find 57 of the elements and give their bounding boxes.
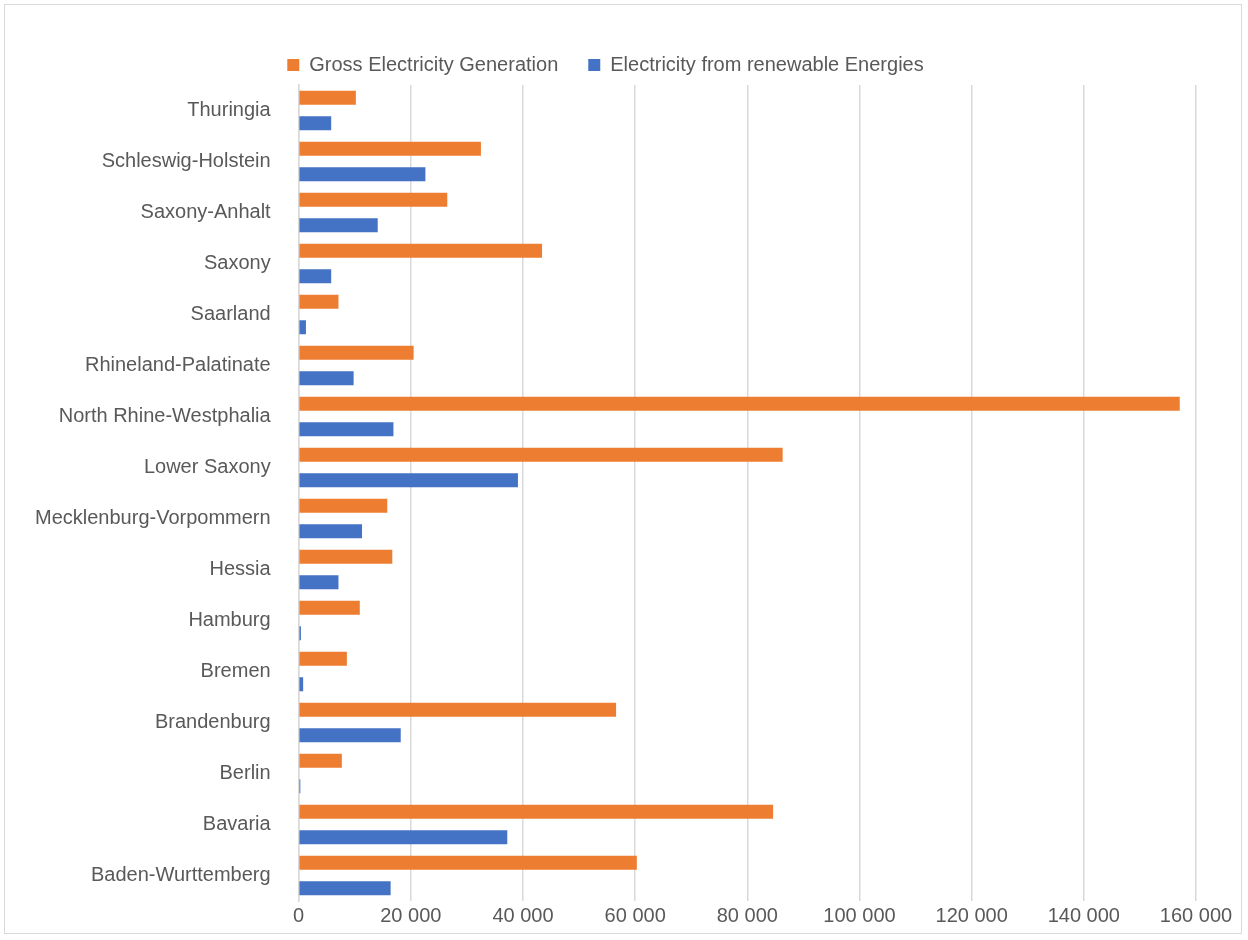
bar — [299, 422, 394, 437]
bar — [299, 90, 356, 105]
y-tick-label: Berlin — [219, 761, 271, 784]
x-tick-label: 120 000 — [935, 903, 1008, 926]
y-tick-label: Schleswig-Holstein — [101, 149, 271, 172]
x-tick-label: 40 000 — [492, 903, 554, 926]
bar — [299, 473, 518, 488]
y-tick-label: Hamburg — [188, 608, 271, 631]
x-tick-label: 140 000 — [1047, 903, 1120, 926]
bar — [299, 575, 339, 590]
x-tick-label: 80 000 — [716, 903, 778, 926]
bar — [299, 396, 1180, 411]
x-tick-label: 60 000 — [604, 903, 666, 926]
bar — [299, 728, 401, 743]
x-tick-label: 20 000 — [380, 903, 442, 926]
y-tick-label: Rhineland-Palatinate — [84, 353, 271, 376]
bar — [299, 447, 783, 462]
bar — [299, 371, 354, 386]
bar — [299, 294, 339, 309]
bar — [299, 881, 391, 896]
x-tick-label: 160 000 — [1159, 903, 1233, 926]
y-tick-label: North Rhine-Westphalia — [58, 404, 272, 427]
bar — [299, 804, 774, 819]
y-tick-label: Baden-Wurttemberg — [90, 863, 271, 886]
x-tick-label: 100 000 — [823, 903, 896, 926]
bar — [299, 702, 617, 717]
bar — [299, 753, 342, 768]
bar — [299, 192, 448, 207]
y-tick-label: Saxony-Anhalt — [140, 200, 272, 223]
bar — [299, 830, 508, 845]
bar — [299, 651, 347, 666]
bar — [299, 498, 388, 513]
y-tick-label: Thuringia — [187, 98, 272, 121]
bar — [299, 218, 378, 233]
y-tick-label: Hessia — [209, 557, 272, 580]
bar — [299, 677, 304, 692]
y-tick-label: Lower Saxony — [143, 455, 271, 478]
y-tick-label: Mecklenburg-Vorpommern — [35, 506, 271, 529]
y-tick-label: Bavaria — [202, 812, 272, 835]
y-tick-label: Brandenburg — [155, 710, 271, 733]
bar — [299, 855, 637, 870]
y-tick-label: Bremen — [200, 659, 271, 682]
y-tick-label: Saxony — [203, 251, 271, 274]
bar — [299, 167, 426, 182]
bar — [299, 524, 363, 539]
bar — [299, 549, 393, 564]
legend-label: Gross Electricity Generation — [309, 52, 559, 75]
bar — [299, 600, 360, 615]
bar — [299, 141, 481, 156]
bar — [299, 345, 414, 360]
bar — [299, 320, 306, 335]
y-tick-label: Saarland — [190, 302, 271, 325]
x-tick-label: 0 — [293, 903, 305, 926]
bar — [299, 269, 332, 284]
bar — [299, 116, 332, 131]
legend-label: Electricity from renewable Energies — [610, 52, 924, 75]
bar — [299, 243, 543, 258]
